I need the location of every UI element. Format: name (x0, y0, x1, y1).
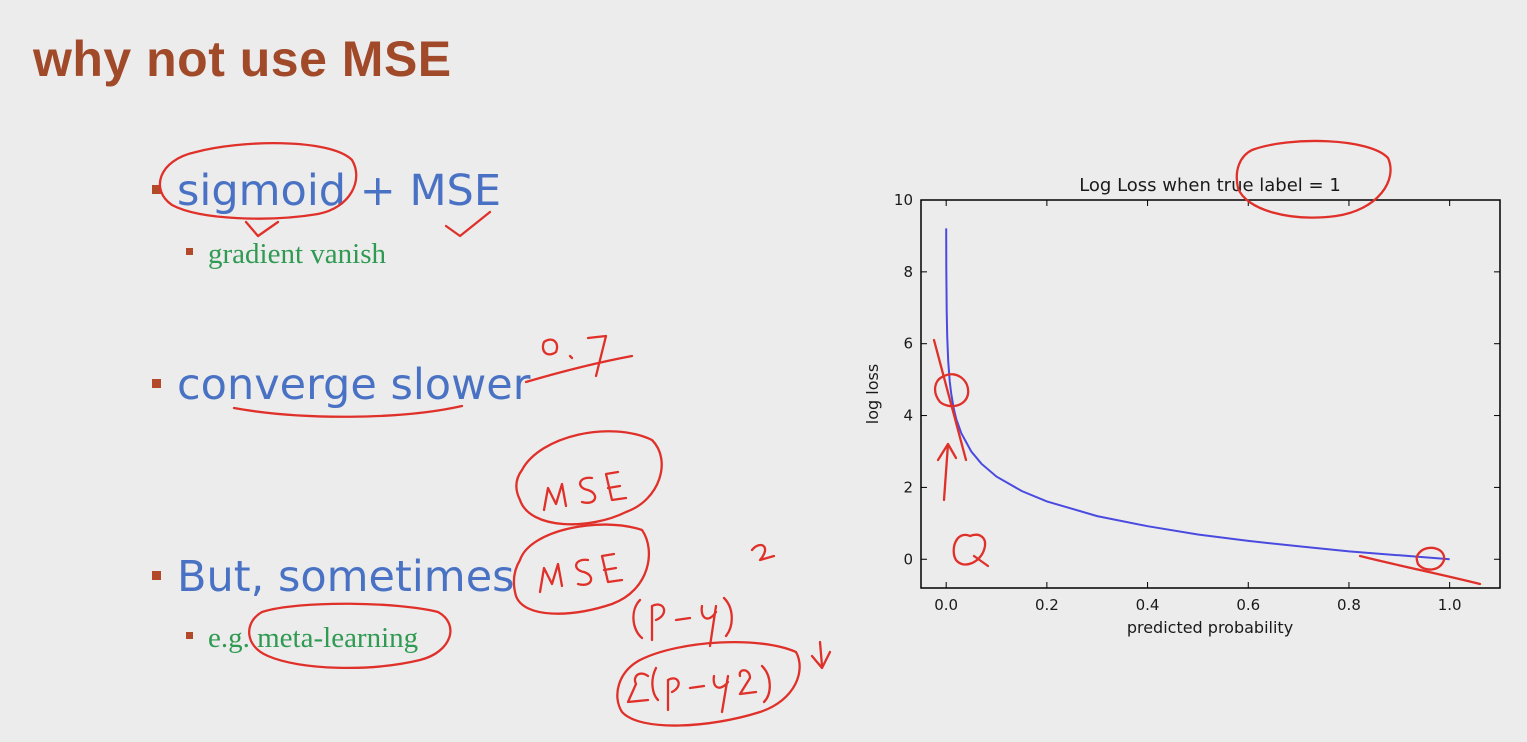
y-tick-label: 4 (903, 407, 913, 425)
series-line-log-loss (945, 228, 1450, 561)
sub-bullet-marker (186, 248, 193, 255)
y-tick-label: 8 (903, 263, 913, 281)
x-tick-label: 0.6 (1236, 596, 1260, 614)
y-tick-label: 0 (903, 550, 913, 568)
sub-bullet-marker (186, 632, 193, 639)
y-tick-label: 6 (903, 335, 913, 353)
bullet-text: But, sometimes (177, 552, 515, 602)
x-tick-label: 0.0 (934, 596, 958, 614)
bullet-converge-slower: converge slower (152, 364, 530, 407)
plot-frame (920, 199, 1501, 589)
bullet-but-sometimes: But, sometimes (152, 556, 515, 599)
bullet-marker (152, 571, 161, 580)
x-tick-label: 1.0 (1438, 596, 1462, 614)
y-tick-label: 2 (903, 478, 913, 496)
sub-bullet-gradient-vanish: gradient vanish (186, 240, 386, 269)
chart-title: Log Loss when true label = 1 (1079, 175, 1341, 196)
bullet-marker (152, 379, 161, 388)
bullet-marker (152, 185, 161, 194)
y-axis-label: log loss (863, 364, 882, 424)
bullet-text: converge slower (177, 360, 531, 410)
x-axis-label: predicted probability (1127, 618, 1293, 637)
x-tick-label: 0.4 (1136, 596, 1160, 614)
sub-bullet-text: gradient vanish (208, 238, 386, 270)
x-tick-label: 0.8 (1337, 596, 1361, 614)
y-tick-label: 10 (894, 191, 913, 209)
x-tick-label: 0.2 (1035, 596, 1059, 614)
slide-title: why not use MSE (33, 31, 452, 87)
